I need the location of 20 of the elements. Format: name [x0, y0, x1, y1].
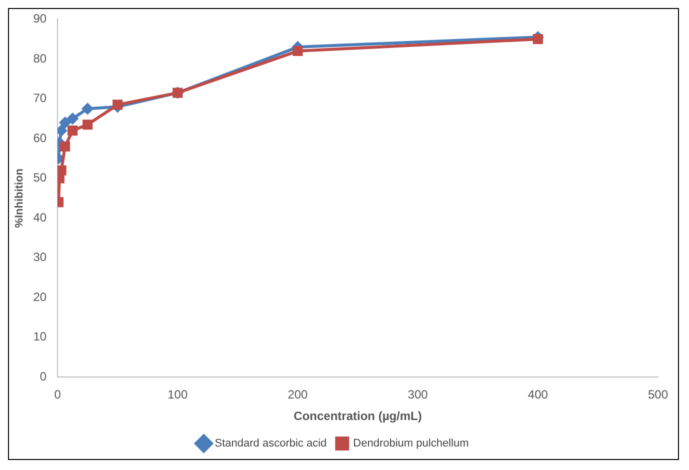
x-axis-title: Concentration (µg/mL) — [294, 409, 422, 424]
y-tick-label: 10 — [33, 330, 47, 344]
y-tick-label: 30 — [33, 250, 47, 264]
y-tick-label: 70 — [33, 91, 47, 106]
y-tick-label: 20 — [33, 290, 47, 304]
y-tick-label: 60 — [33, 130, 47, 145]
y-axis-title: %Inhibition — [14, 168, 26, 228]
y-tick-label: 40 — [33, 210, 47, 224]
x-tick-label: 0 — [54, 388, 62, 402]
y-tick-label: 90 — [33, 12, 47, 26]
y-tick-label: 0 — [40, 370, 47, 384]
x-tick-label: 400 — [528, 388, 548, 402]
x-tick-label: 500 — [648, 388, 668, 402]
legend-label: Standard ascorbic acid — [214, 438, 327, 450]
x-tick-label: 200 — [288, 388, 308, 402]
x-tick-label: 100 — [168, 388, 188, 402]
y-tick-label: 50 — [33, 170, 47, 185]
legend-label: Dendrobium pulchellum — [353, 438, 469, 450]
x-tick-label: 300 — [408, 388, 428, 402]
y-tick-label: 80 — [33, 51, 47, 66]
